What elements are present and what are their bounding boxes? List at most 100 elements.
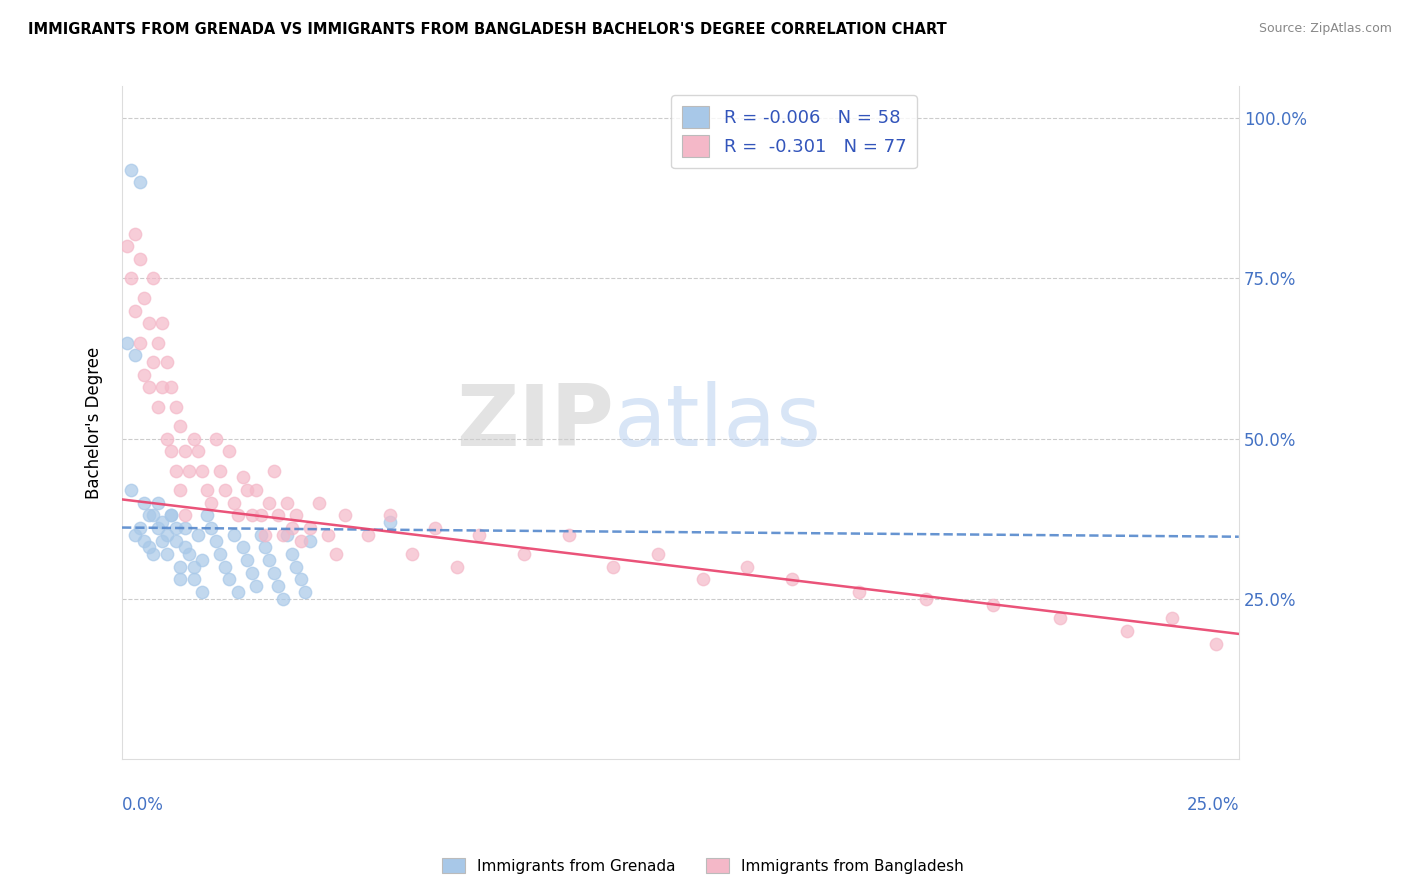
Point [173, 444, 195, 458]
Point [281, 521, 304, 535]
Point [468, 527, 491, 541]
Point [134, 368, 156, 382]
Point [214, 559, 236, 574]
Point [187, 444, 209, 458]
Point [165, 400, 187, 414]
Legend: R = -0.006   N = 58, R =  -0.301   N = 77: R = -0.006 N = 58, R = -0.301 N = 77 [671, 95, 917, 169]
Point [276, 495, 298, 509]
Point [142, 508, 165, 523]
Point [160, 380, 183, 394]
Point [134, 291, 156, 305]
Point [446, 559, 468, 574]
Point [271, 527, 294, 541]
Point [780, 573, 803, 587]
Point [138, 316, 160, 330]
Point [173, 541, 195, 555]
Point [173, 508, 195, 523]
Point [138, 508, 160, 523]
Point [692, 573, 714, 587]
Point [848, 585, 870, 599]
Point [156, 355, 179, 369]
Point [298, 534, 321, 549]
Point [129, 521, 152, 535]
Point [134, 495, 156, 509]
Point [222, 495, 245, 509]
Point [259, 553, 281, 567]
Point [308, 495, 330, 509]
Point [236, 483, 259, 497]
Point [602, 559, 624, 574]
Point [156, 527, 179, 541]
Point [200, 521, 222, 535]
Point [240, 508, 263, 523]
Point [150, 380, 173, 394]
Point [218, 444, 240, 458]
Point [169, 573, 191, 587]
Point [146, 400, 169, 414]
Point [240, 566, 263, 580]
Point [169, 418, 191, 433]
Point [222, 527, 245, 541]
Point [245, 483, 267, 497]
Point [357, 527, 380, 541]
Point [156, 432, 179, 446]
Point [205, 432, 228, 446]
Point [253, 541, 276, 555]
Point [160, 508, 183, 523]
Point [325, 547, 347, 561]
Point [124, 303, 146, 318]
Point [191, 585, 214, 599]
Point [378, 508, 401, 523]
Point [276, 527, 298, 541]
Point [259, 495, 281, 509]
Point [245, 579, 267, 593]
Point [316, 527, 339, 541]
Legend: Immigrants from Grenada, Immigrants from Bangladesh: Immigrants from Grenada, Immigrants from… [436, 852, 970, 880]
Point [232, 470, 254, 484]
Point [115, 335, 138, 350]
Point [290, 573, 312, 587]
Point [146, 495, 169, 509]
Point [183, 559, 205, 574]
Text: 25.0%: 25.0% [1187, 796, 1239, 814]
Point [146, 521, 169, 535]
Point [285, 559, 308, 574]
Point [226, 585, 249, 599]
Point [146, 335, 169, 350]
Text: IMMIGRANTS FROM GRENADA VS IMMIGRANTS FROM BANGLADESH BACHELOR'S DEGREE CORRELAT: IMMIGRANTS FROM GRENADA VS IMMIGRANTS FR… [28, 22, 946, 37]
Point [187, 527, 209, 541]
Text: 0.0%: 0.0% [122, 796, 165, 814]
Point [298, 521, 321, 535]
Point [981, 598, 1004, 612]
Point [232, 541, 254, 555]
Point [209, 547, 232, 561]
Point [124, 348, 146, 362]
Point [160, 444, 183, 458]
Point [200, 495, 222, 509]
Point [335, 508, 357, 523]
Point [115, 239, 138, 253]
Point [169, 559, 191, 574]
Point [134, 534, 156, 549]
Y-axis label: Bachelor's Degree: Bachelor's Degree [86, 346, 103, 499]
Point [120, 483, 142, 497]
Point [1205, 636, 1227, 650]
Point [183, 432, 205, 446]
Point [205, 534, 228, 549]
Text: atlas: atlas [613, 381, 821, 464]
Point [281, 547, 304, 561]
Point [156, 547, 179, 561]
Point [183, 573, 205, 587]
Point [267, 579, 290, 593]
Point [129, 176, 152, 190]
Point [173, 521, 195, 535]
Point [647, 547, 669, 561]
Point [1160, 611, 1182, 625]
Point [558, 527, 581, 541]
Point [214, 483, 236, 497]
Point [160, 508, 183, 523]
Point [1116, 624, 1139, 638]
Point [150, 515, 173, 529]
Point [120, 271, 142, 285]
Point [142, 355, 165, 369]
